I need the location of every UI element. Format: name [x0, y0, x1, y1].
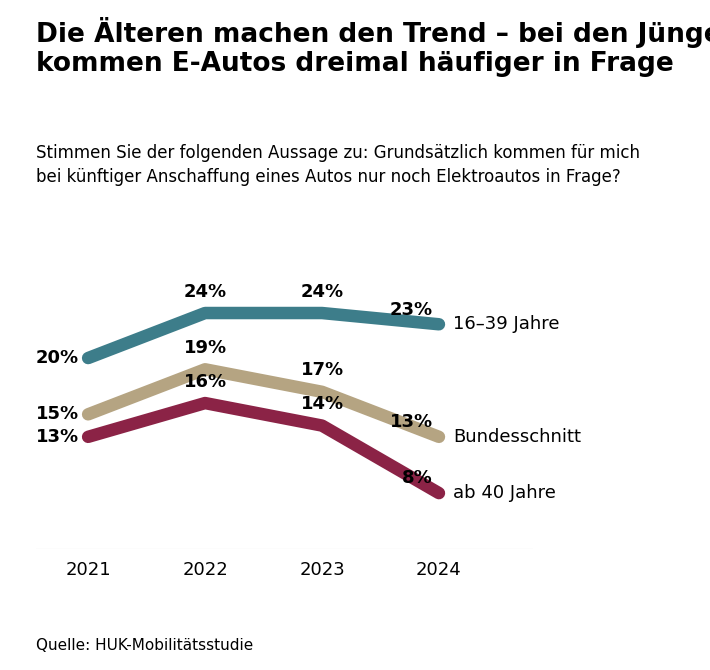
Text: 13%: 13% [36, 428, 79, 446]
Text: ab 40 Jahre: ab 40 Jahre [453, 484, 556, 502]
Text: Quelle: HUK-Mobilitätsstudie: Quelle: HUK-Mobilitätsstudie [36, 639, 253, 653]
Text: 24%: 24% [300, 283, 344, 301]
Text: Bundesschnitt: Bundesschnitt [453, 428, 581, 446]
Text: 16%: 16% [183, 373, 226, 391]
Text: 15%: 15% [36, 405, 79, 423]
Text: 20%: 20% [36, 349, 79, 367]
Text: Die Älteren machen den Trend – bei den Jüngeren
kommen E-Autos dreimal häufiger : Die Älteren machen den Trend – bei den J… [36, 17, 710, 77]
Text: 24%: 24% [183, 283, 226, 301]
Text: 13%: 13% [390, 413, 433, 431]
Text: 16–39 Jahre: 16–39 Jahre [453, 316, 559, 333]
Text: 14%: 14% [300, 395, 344, 413]
Text: 19%: 19% [183, 339, 226, 357]
Text: 8%: 8% [403, 470, 433, 488]
Text: Stimmen Sie der folgenden Aussage zu: Grundsätzlich kommen für mich
bei künftige: Stimmen Sie der folgenden Aussage zu: Gr… [36, 144, 640, 186]
Text: 17%: 17% [300, 361, 344, 379]
Text: 23%: 23% [390, 301, 433, 319]
